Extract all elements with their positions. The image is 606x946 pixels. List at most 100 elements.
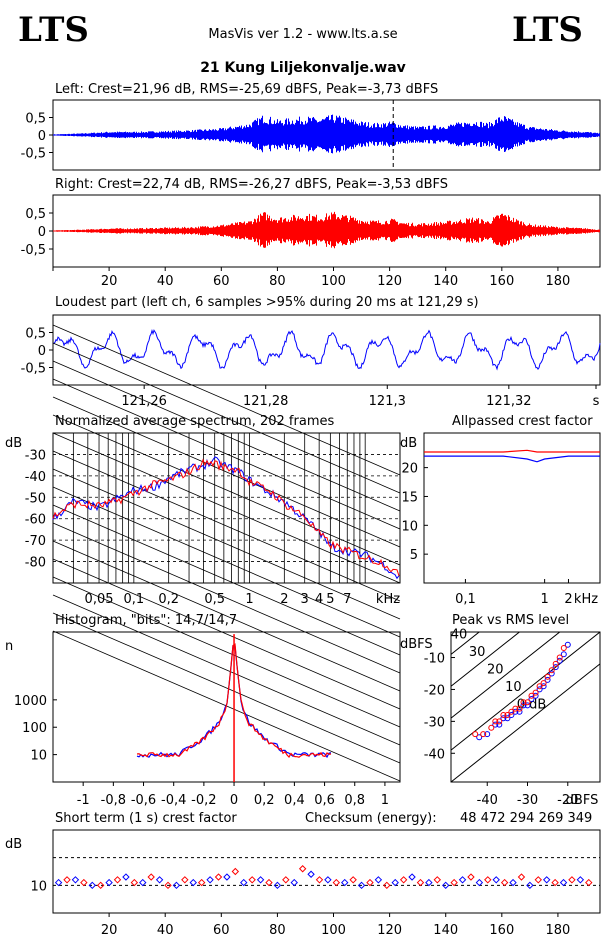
histogram-y-unit: n — [5, 639, 13, 654]
crest-xtick-label: 0,1 — [455, 592, 476, 607]
crest-series-left — [424, 455, 600, 463]
peakrms-point-left — [476, 734, 483, 741]
shortterm-ytick-label: 10 — [30, 879, 47, 894]
crest-series-right — [424, 449, 600, 453]
shortterm-point-left — [374, 876, 383, 884]
peakrms-point-right — [524, 699, 531, 706]
checksum-value: 48 472 294 269 349 — [460, 811, 593, 826]
shortterm-point-right — [467, 873, 475, 881]
shortterm-point-right — [383, 881, 391, 890]
spectrum-frame — [52, 432, 401, 584]
spectrum-label: Normalized average spectrum, 202 frames — [55, 414, 335, 429]
shortterm-point-right — [433, 876, 442, 884]
spectrum-slope-line — [52, 414, 401, 566]
shortterm-point-left — [105, 878, 113, 887]
peakrms-y-unit: dBFS — [400, 637, 433, 652]
spectrum-xtick-label: 5 — [326, 592, 334, 607]
peakrms-point-right — [536, 683, 543, 690]
spectrum-slope-line — [52, 360, 401, 512]
time-xtick-label: 40 — [157, 274, 174, 289]
left_wave-ytick-label: 0 — [38, 129, 46, 144]
shortterm-point-left — [240, 878, 248, 887]
peakrms-crest-diagonal — [451, 632, 480, 655]
shortterm-point-left — [509, 878, 517, 887]
shortterm-point-right — [399, 876, 408, 884]
peakrms-point-right — [544, 673, 551, 680]
right_wave-ytick-label: 0 — [38, 225, 46, 240]
shortterm-xtick-label: 160 — [489, 923, 514, 938]
peakrms-point-right — [500, 712, 507, 718]
shortterm-xtick-label: 120 — [377, 923, 402, 938]
shortterm-point-right — [450, 878, 458, 887]
histogram-xtick-label: -0,6 — [131, 793, 156, 808]
peakrms-diag-label: 10 — [505, 680, 522, 695]
histogram-xtick-label: 0,6 — [314, 793, 335, 808]
peakrms-point-left — [556, 657, 563, 664]
peakrms-point-left — [504, 715, 511, 722]
spectrum-ytick-label: -40 — [25, 470, 46, 485]
right_wave-ytick-label: 0,5 — [25, 207, 46, 222]
peakrms-point-right — [516, 705, 523, 712]
peakrms-point-left — [484, 731, 491, 738]
peakrms-point-right — [472, 731, 479, 738]
shortterm-point-left — [71, 876, 80, 884]
peakrms-crest-diagonal — [451, 632, 600, 751]
histogram-ytick-label: 1000 — [14, 694, 47, 709]
shortterm-point-right — [416, 878, 425, 887]
peakrms-point-right — [488, 724, 495, 731]
right-wave-label: Right: Crest=22,74 dB, RMS=-26,27 dBFS, … — [55, 177, 448, 192]
peakrms-point-right — [492, 718, 499, 725]
peakrms-point-left — [528, 696, 535, 702]
spectrum-slope-line — [52, 522, 401, 674]
shortterm-point-right — [517, 873, 526, 881]
spectrum-slope-line — [52, 378, 401, 530]
shortterm-point-left — [542, 876, 551, 884]
spectrum-slope-line — [52, 612, 401, 764]
spectrum-xtick-label: 0,1 — [124, 592, 145, 607]
peakrms-point-right — [532, 689, 539, 696]
peakrms-point-left — [544, 676, 551, 683]
shortterm-xtick-label: 140 — [433, 923, 458, 938]
loudest-ytick-label: -0,5 — [21, 362, 46, 377]
shortterm-point-left — [408, 873, 416, 881]
peakrms-point-right — [548, 667, 555, 674]
shortterm-point-left — [576, 876, 585, 884]
spectrum-slope-line — [52, 594, 401, 746]
spectrum-slope-line — [52, 486, 401, 638]
shortterm-point-right — [282, 876, 290, 884]
spectrum-xtick-label: 7 — [343, 592, 351, 607]
peakrms-point-left — [516, 708, 523, 715]
loudest-waveform — [52, 329, 601, 371]
time-xtick-label: 120 — [377, 274, 402, 289]
peakrms-diag-label: 0 dB — [517, 698, 547, 713]
peakrms-point-left — [548, 670, 555, 677]
shortterm-point-left — [324, 876, 332, 884]
shortterm-point-left — [88, 881, 96, 890]
shortterm-point-right — [197, 878, 206, 887]
crest-xtick-label: 2 — [564, 592, 572, 607]
shortterm-point-right — [534, 876, 542, 884]
peakrms-point-right — [520, 699, 527, 706]
loudest-xtick-label: s — [593, 394, 600, 409]
shortterm-xtick-label: 80 — [269, 923, 286, 938]
logo-left: LTS — [18, 10, 89, 50]
shortterm-xtick-label: 60 — [213, 923, 230, 938]
shortterm-point-right — [298, 865, 307, 873]
shortterm-point-right — [164, 881, 172, 890]
spectrum-slope-line — [52, 468, 401, 620]
shortterm-y-unit: dB — [5, 837, 22, 852]
histogram-xtick-label: 0,2 — [254, 793, 275, 808]
spectrum-ytick-label: -30 — [25, 448, 46, 463]
crest-ytick-label: 20 — [401, 462, 418, 477]
shortterm-xtick-label: 180 — [546, 923, 571, 938]
peakrms-point-left — [496, 721, 503, 728]
spectrum-xtick-label: 2 — [280, 592, 288, 607]
histogram-ytick-label: 100 — [22, 721, 47, 736]
crest-xtick-label: 1 — [540, 592, 548, 607]
spectrum-ytick-label: -70 — [25, 534, 46, 549]
peakrms-point-right — [540, 680, 547, 687]
histogram-xtick-label: 0 — [230, 793, 238, 808]
spectrum-slope-line — [52, 576, 401, 728]
shortterm-xtick-label: 100 — [321, 923, 346, 938]
histogram-xtick-label: 0,8 — [344, 793, 365, 808]
